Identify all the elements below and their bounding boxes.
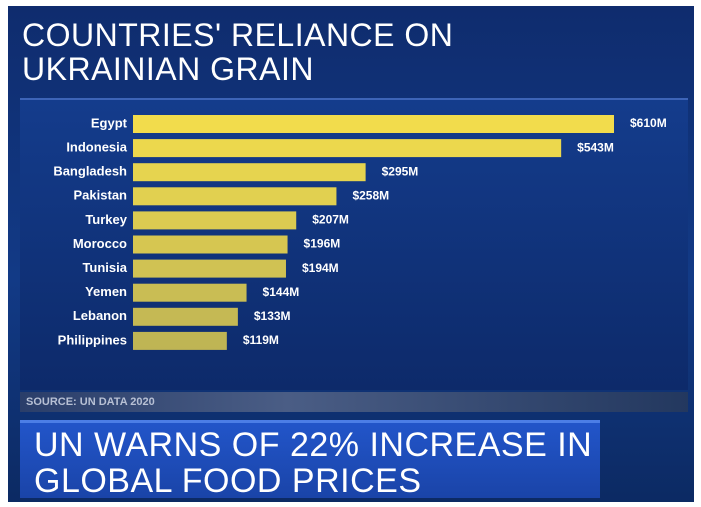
source-bar: SOURCE: UN DATA 2020 — [20, 392, 688, 412]
category-label: Turkey — [85, 212, 127, 227]
value-label: $295M — [382, 164, 419, 178]
category-label: Pakistan — [74, 188, 128, 203]
bar — [133, 139, 562, 158]
category-label: Tunisia — [82, 260, 127, 275]
bar — [133, 235, 288, 254]
value-label: $133M — [254, 309, 291, 323]
source: SOURCE: UN DATA 2020 — [26, 396, 155, 408]
value-label: $144M — [263, 285, 300, 299]
chart-title: COUNTRIES' RELIANCE ON UKRAINIAN GRAIN — [22, 17, 454, 87]
value-label: $207M — [312, 213, 349, 227]
value-label: $258M — [352, 188, 389, 202]
chart: Egypt $610M Indonesia $543M Bangladesh $295M P… — [53, 115, 667, 350]
bar — [133, 163, 366, 182]
bar — [133, 259, 286, 278]
bar — [133, 187, 337, 206]
category-label: Lebanon — [73, 308, 127, 323]
category-label: Morocco — [73, 236, 127, 251]
value-label: $196M — [304, 237, 341, 251]
category-label: Philippines — [58, 332, 127, 347]
bar — [133, 307, 238, 326]
value-label: $119M — [243, 333, 279, 347]
category-label: Yemen — [85, 284, 127, 299]
value-label: $543M — [577, 140, 614, 154]
value-label: $610M — [630, 116, 667, 130]
category-label: Egypt — [91, 115, 128, 130]
screen: COUNTRIES' RELIANCE ON UKRAINIAN GRAIN E… — [8, 6, 694, 502]
bar — [133, 283, 247, 302]
headline: UN WARNS OF 22% INCREASE IN GLOBAL FOOD … — [20, 420, 600, 499]
category-label: Bangladesh — [53, 164, 127, 179]
value-label: $194M — [302, 261, 339, 275]
bar — [133, 331, 227, 350]
bar — [133, 115, 614, 133]
category-label: Indonesia — [66, 140, 127, 155]
chart-panel: Egypt $610M Indonesia $543M Bangladesh $295M P… — [20, 98, 688, 390]
bar — [133, 211, 297, 230]
